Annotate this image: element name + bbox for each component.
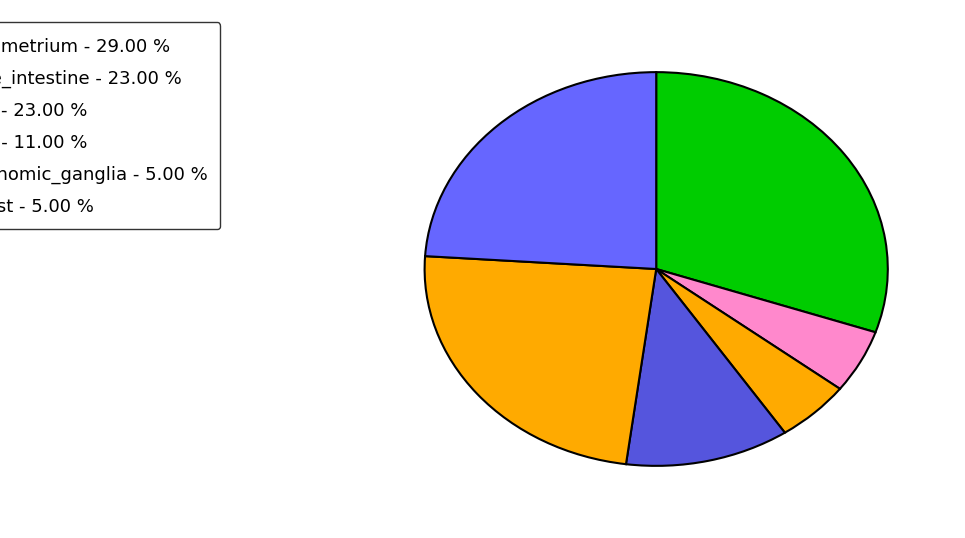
Wedge shape — [656, 269, 875, 389]
Wedge shape — [656, 269, 840, 433]
Wedge shape — [626, 269, 785, 466]
Legend: endometrium - 29.00 %, large_intestine - 23.00 %, lung - 23.00 %, liver - 11.00 : endometrium - 29.00 %, large_intestine -… — [0, 22, 220, 229]
Wedge shape — [656, 72, 888, 332]
Wedge shape — [425, 256, 656, 464]
Wedge shape — [426, 72, 656, 269]
